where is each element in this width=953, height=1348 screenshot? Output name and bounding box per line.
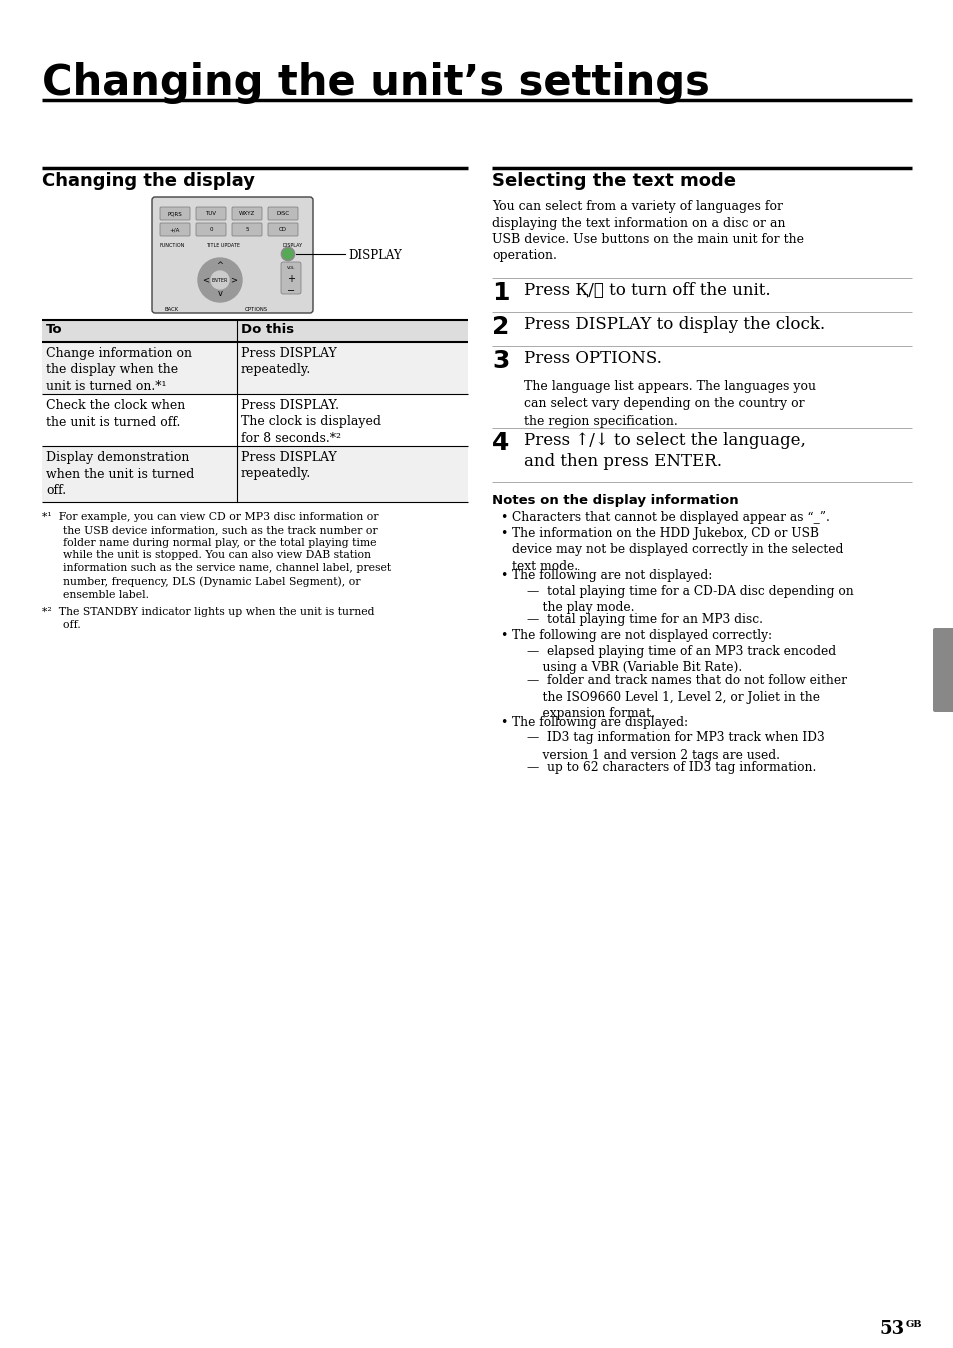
Bar (42, 446, 468, 501)
Text: *²  The STANDBY indicator lights up when the unit is turned
      off.: *² The STANDBY indicator lights up when … (42, 607, 375, 630)
Text: Press DISPLAY.
The clock is displayed
for 8 seconds.*²: Press DISPLAY. The clock is displayed fo… (241, 399, 380, 445)
Text: •: • (499, 569, 507, 582)
Text: *¹  For example, you can view CD or MP3 disc information or
      the USB device: *¹ For example, you can view CD or MP3 d… (42, 512, 391, 600)
Text: v: v (217, 290, 222, 298)
Text: BACK: BACK (165, 307, 179, 311)
FancyBboxPatch shape (160, 222, 190, 236)
Text: To: To (46, 324, 63, 336)
Text: •: • (499, 630, 507, 642)
Text: Characters that cannot be displayed appear as “_”.: Characters that cannot be displayed appe… (512, 511, 829, 524)
Text: The information on the HDD Jukebox, CD or USB
device may not be displayed correc: The information on the HDD Jukebox, CD o… (512, 527, 842, 573)
Text: +/A: +/A (170, 226, 180, 232)
Text: Selecting the text mode: Selecting the text mode (492, 173, 735, 190)
Text: 1: 1 (492, 280, 509, 305)
Text: Press DISPLAY
repeatedly.: Press DISPLAY repeatedly. (241, 452, 336, 480)
Text: —  total playing time for a CD-DA disc depending on
    the play mode.: — total playing time for a CD-DA disc de… (526, 585, 853, 615)
FancyBboxPatch shape (195, 222, 226, 236)
Text: 53: 53 (879, 1320, 904, 1339)
Text: Press DISPLAY to display the clock.: Press DISPLAY to display the clock. (523, 315, 824, 333)
Circle shape (198, 257, 242, 302)
Text: −: − (287, 286, 294, 297)
Text: The following are not displayed correctly:: The following are not displayed correctl… (512, 630, 771, 642)
Text: CD: CD (278, 226, 287, 232)
Text: —  total playing time for an MP3 disc.: — total playing time for an MP3 disc. (526, 613, 762, 627)
Text: ^: ^ (216, 262, 223, 271)
Circle shape (283, 249, 293, 259)
FancyBboxPatch shape (232, 222, 262, 236)
Text: —  folder and track names that do not follow either
    the ISO9660 Level 1, Lev: — folder and track names that do not fol… (526, 674, 846, 720)
Text: TUV: TUV (205, 212, 216, 216)
Text: OPTIONS: OPTIONS (245, 307, 268, 311)
Text: Change information on
the display when the
unit is turned on.*¹: Change information on the display when t… (46, 346, 192, 394)
Text: GB: GB (905, 1320, 922, 1329)
Text: <: < (202, 275, 210, 284)
Text: Changing the display: Changing the display (42, 173, 254, 190)
Text: 2: 2 (492, 315, 509, 338)
Text: You can select from a variety of languages for
displaying the text information o: You can select from a variety of languag… (492, 200, 803, 263)
Text: —  up to 62 characters of ID3 tag information.: — up to 62 characters of ID3 tag informa… (526, 760, 816, 774)
Bar (42, 342, 468, 394)
Text: DISC: DISC (276, 212, 290, 216)
Text: Press DISPLAY
repeatedly.: Press DISPLAY repeatedly. (241, 346, 336, 376)
Text: The following are not displayed:: The following are not displayed: (512, 569, 712, 582)
FancyBboxPatch shape (281, 262, 301, 294)
Bar (42, 319, 468, 342)
FancyBboxPatch shape (268, 208, 297, 220)
Text: PQRS: PQRS (168, 212, 182, 216)
Text: •: • (499, 527, 507, 539)
Text: Check the clock when
the unit is turned off.: Check the clock when the unit is turned … (46, 399, 185, 429)
Text: 5: 5 (245, 226, 249, 232)
Circle shape (281, 247, 294, 262)
Text: Press ↑/↓ to select the language,
and then press ENTER.: Press ↑/↓ to select the language, and th… (523, 431, 805, 470)
Text: +: + (287, 274, 294, 284)
Text: 3: 3 (492, 349, 509, 373)
Text: •: • (499, 511, 507, 524)
Circle shape (211, 271, 229, 288)
Text: FUNCTION: FUNCTION (160, 243, 185, 248)
Text: DISPLAY: DISPLAY (348, 249, 401, 262)
FancyBboxPatch shape (152, 197, 313, 313)
Text: —  elapsed playing time of an MP3 track encoded
    using a VBR (Variable Bit Ra: — elapsed playing time of an MP3 track e… (526, 644, 835, 674)
Text: The following are displayed:: The following are displayed: (512, 716, 687, 729)
Text: TITLE UPDATE: TITLE UPDATE (206, 243, 240, 248)
FancyBboxPatch shape (268, 222, 297, 236)
Text: Display demonstration
when the unit is turned
off.: Display demonstration when the unit is t… (46, 452, 194, 497)
Text: Press Қ/⏻ to turn off the unit.: Press Қ/⏻ to turn off the unit. (523, 282, 770, 299)
Text: 4: 4 (492, 431, 509, 456)
Text: Changing the unit’s settings: Changing the unit’s settings (42, 62, 709, 104)
Bar (42, 394, 468, 446)
Text: —  ID3 tag information for MP3 track when ID3
    version 1 and version 2 tags a: — ID3 tag information for MP3 track when… (526, 732, 824, 762)
FancyBboxPatch shape (195, 208, 226, 220)
Text: DISPLAY: DISPLAY (283, 243, 303, 248)
Text: ENTER: ENTER (212, 278, 228, 283)
FancyBboxPatch shape (932, 628, 953, 712)
FancyBboxPatch shape (232, 208, 262, 220)
Text: Press OPTIONS.: Press OPTIONS. (523, 350, 661, 367)
Text: •: • (499, 716, 507, 729)
Text: Do this: Do this (241, 324, 294, 336)
Text: The language list appears. The languages you
can select vary depending on the co: The language list appears. The languages… (523, 380, 815, 429)
Text: >: > (231, 275, 237, 284)
Text: Notes on the display information: Notes on the display information (492, 493, 738, 507)
Text: WXYZ: WXYZ (238, 212, 254, 216)
FancyBboxPatch shape (160, 208, 190, 220)
Text: 0: 0 (209, 226, 213, 232)
Text: VOL: VOL (287, 266, 294, 270)
